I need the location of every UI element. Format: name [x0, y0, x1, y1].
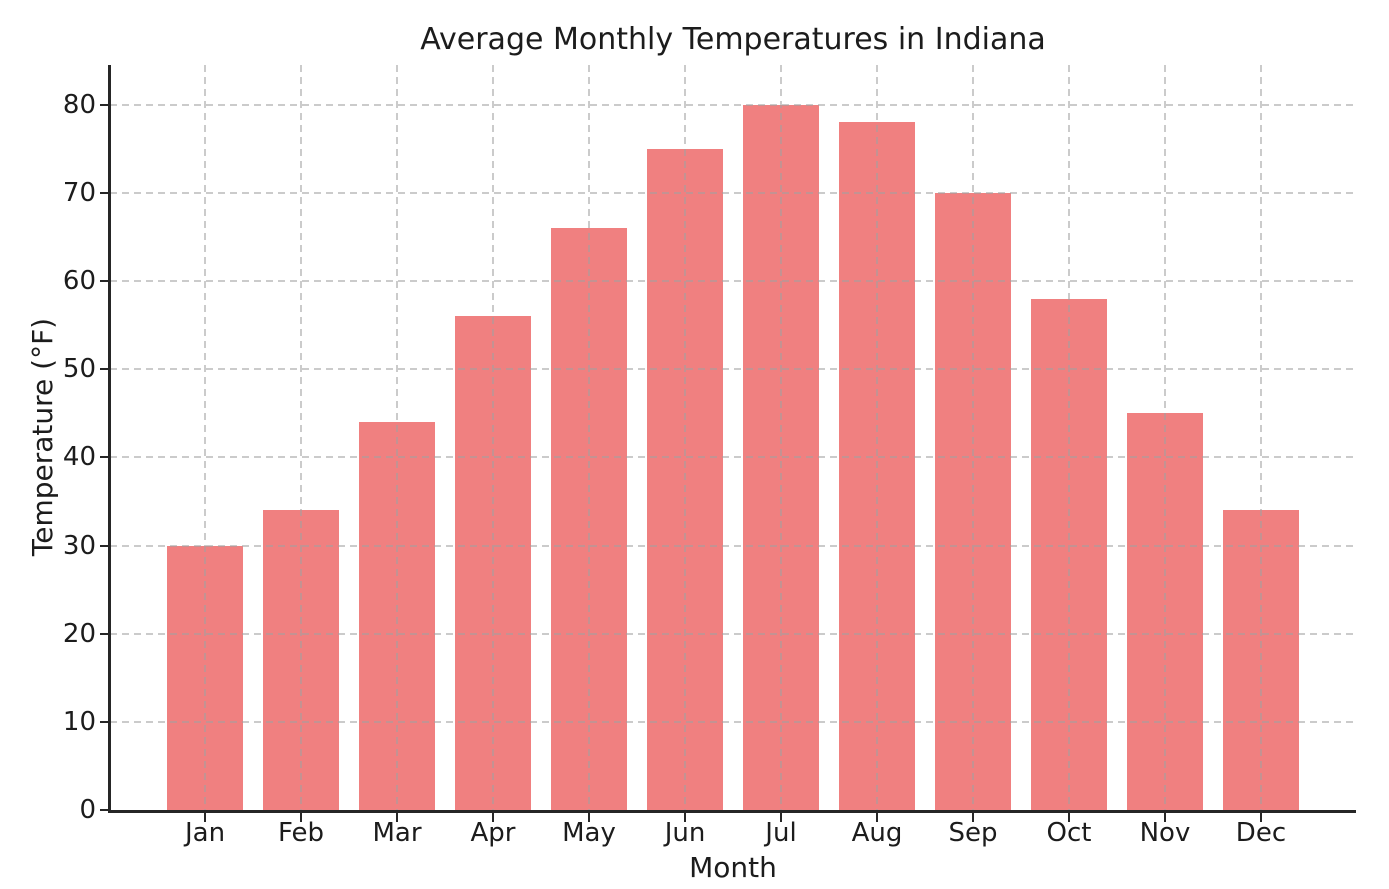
gridline-horizontal	[110, 280, 1356, 282]
gridline-horizontal	[110, 720, 1356, 723]
x-tick-mark	[779, 812, 782, 822]
x-tick-label-jul: Jul	[765, 818, 797, 848]
x-tick-label-apr: Apr	[470, 818, 516, 848]
y-tick-mark	[100, 809, 108, 811]
x-tick-mark	[1259, 812, 1262, 822]
x-tick-label-sep: Sep	[948, 818, 998, 848]
x-axis-spine	[108, 810, 1356, 813]
y-tick-label: 0	[79, 795, 96, 825]
gridline-vertical	[1163, 65, 1166, 810]
x-tick-mark	[875, 812, 878, 822]
gridline-horizontal	[110, 456, 1356, 459]
gridline-vertical	[204, 65, 207, 810]
y-tick-label: 40	[62, 442, 96, 473]
gridline-vertical	[300, 65, 303, 810]
y-tick-label: 10	[62, 706, 96, 737]
gridline-vertical	[492, 65, 494, 810]
y-tick-label: 60	[62, 266, 96, 296]
gridline-horizontal	[110, 544, 1356, 547]
x-tick-label-nov: Nov	[1139, 818, 1191, 848]
y-tick-label: 80	[62, 89, 96, 120]
y-tick-label: 30	[62, 530, 96, 561]
gridline-vertical	[684, 65, 686, 810]
y-axis-spine	[108, 65, 111, 813]
x-tick-label-feb: Feb	[277, 818, 325, 848]
x-tick-mark	[300, 812, 303, 822]
x-tick-mark	[204, 812, 207, 822]
y-tick-mark	[100, 191, 108, 194]
x-tick-label-dec: Dec	[1235, 818, 1287, 848]
gridline-horizontal	[110, 632, 1356, 635]
x-axis-label: Month	[689, 850, 777, 884]
x-tick-mark	[492, 812, 494, 822]
x-tick-label-may: May	[562, 818, 616, 848]
gridline-vertical	[588, 65, 590, 810]
x-tick-mark	[971, 812, 974, 822]
x-tick-label-jan: Jan	[184, 818, 226, 848]
gridline-vertical	[1067, 65, 1070, 810]
y-tick-mark	[100, 544, 108, 547]
x-tick-label-aug: Aug	[851, 818, 903, 848]
plot-area	[110, 65, 1356, 810]
x-tick-mark	[396, 812, 399, 822]
x-tick-label-mar: Mar	[372, 818, 422, 848]
gridline-horizontal	[110, 103, 1356, 106]
y-tick-label: 70	[62, 177, 96, 208]
y-tick-mark	[100, 720, 108, 723]
chart-title: Average Monthly Temperatures in Indiana	[420, 22, 1046, 57]
gridline-vertical	[875, 65, 878, 810]
y-tick-label: 20	[62, 618, 96, 649]
x-tick-label-jun: Jun	[664, 818, 706, 848]
gridline-horizontal	[110, 368, 1356, 371]
x-tick-mark	[1163, 812, 1166, 822]
y-tick-label: 50	[62, 354, 96, 385]
y-tick-mark	[100, 456, 108, 459]
gridline-vertical	[779, 65, 782, 810]
gridline-vertical	[971, 65, 974, 810]
gridline-vertical	[1259, 65, 1262, 810]
gridline-horizontal	[110, 191, 1356, 194]
x-tick-label-oct: Oct	[1046, 818, 1092, 848]
x-tick-mark	[684, 812, 686, 822]
y-tick-mark	[100, 632, 108, 635]
x-tick-mark	[1067, 812, 1070, 822]
y-tick-mark	[100, 368, 108, 371]
x-tick-mark	[588, 812, 590, 822]
y-tick-mark	[100, 103, 108, 106]
gridline-vertical	[396, 65, 399, 810]
y-tick-mark	[100, 280, 108, 282]
